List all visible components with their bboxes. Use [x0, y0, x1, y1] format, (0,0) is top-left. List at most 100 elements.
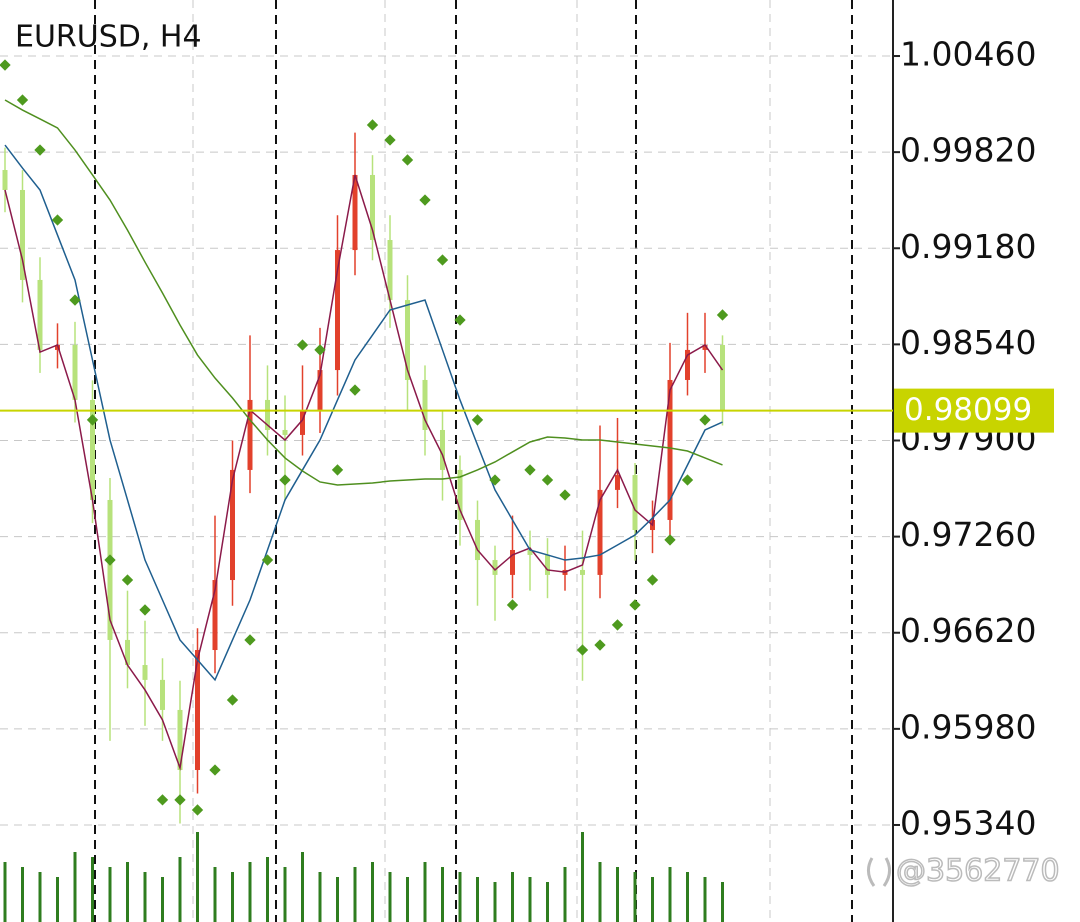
- y-tick-label: 0.99180: [900, 227, 1036, 266]
- sar-dot: [226, 694, 239, 706]
- volume-bar: [161, 877, 164, 922]
- candle-body: [440, 429, 445, 470]
- volume-bar: [528, 877, 532, 922]
- sar-dot: [664, 534, 676, 546]
- candle-body: [142, 665, 148, 680]
- sar-dot: [314, 344, 326, 356]
- volume-bar: [616, 867, 619, 922]
- y-tick-label: 0.96620: [900, 611, 1036, 650]
- y-tick-label: 0.97260: [900, 515, 1036, 554]
- current-price-label: 0.98099: [904, 392, 1032, 428]
- sar-dot: [34, 144, 46, 156]
- candle-body: [352, 174, 358, 251]
- candle-body: [107, 499, 113, 640]
- candle-body: [405, 300, 410, 380]
- sar-dot: [349, 384, 361, 396]
- sar-dot: [576, 644, 589, 656]
- candle-body: [615, 475, 620, 490]
- candle-body: [177, 709, 183, 771]
- volume-bar: [511, 872, 514, 922]
- volume-bar: [651, 877, 654, 922]
- volume-bar: [721, 882, 724, 922]
- volume-bar: [423, 862, 427, 922]
- volume-bar: [563, 867, 567, 922]
- volume-bar: [178, 857, 182, 922]
- candle-body: [212, 580, 218, 651]
- volume-bar: [213, 867, 217, 922]
- sar-dot: [419, 194, 431, 206]
- volume-bar: [301, 852, 304, 922]
- sar-dot: [261, 554, 274, 566]
- volume-bar: [266, 857, 269, 922]
- volume-bar: [283, 867, 287, 922]
- y-tick-label: 0.95980: [900, 707, 1036, 746]
- candle-body: [265, 399, 270, 430]
- candle-body: [125, 639, 130, 666]
- volume-bar: [91, 857, 94, 922]
- candle-body: [597, 489, 603, 575]
- candle-body: [545, 554, 550, 575]
- current-price-box: [894, 388, 1054, 433]
- volume-bar: [388, 872, 392, 922]
- candle-body: [335, 250, 340, 371]
- sar-dot: [51, 214, 64, 226]
- volume-bar: [73, 852, 77, 922]
- candle-body: [370, 174, 375, 240]
- volume-bar: [581, 832, 584, 922]
- sar-dot: [471, 414, 484, 426]
- sar-dot: [489, 474, 501, 486]
- sar-dot: [699, 414, 711, 426]
- sar-dot: [244, 634, 256, 646]
- sar-dot: [174, 794, 186, 806]
- moving-average: [4, 144, 723, 682]
- sar-dot: [716, 309, 729, 321]
- volume-bar: [318, 872, 322, 922]
- volume-bar: [231, 872, 234, 922]
- volume-bar: [3, 862, 7, 922]
- moving-average: [4, 174, 724, 771]
- sar-dot: [594, 639, 606, 651]
- candle-body: [580, 569, 585, 575]
- candle-body: [685, 349, 690, 380]
- volume-bar: [371, 862, 374, 922]
- candle-body: [300, 410, 305, 435]
- sar-dot: [611, 619, 624, 631]
- sar-dot: [156, 794, 169, 806]
- candle-body: [457, 469, 463, 520]
- y-tick-label: 0.98540: [900, 323, 1036, 362]
- sar-dot: [646, 574, 659, 586]
- volume-bar: [598, 862, 602, 922]
- candle-body: [387, 239, 393, 301]
- watermark-icon: [867, 857, 891, 887]
- volume-bar: [38, 872, 42, 922]
- candle-body: [55, 344, 60, 350]
- candle-body: [527, 549, 533, 555]
- volume-bar: [458, 872, 462, 922]
- volume-bar: [143, 872, 147, 922]
- candle-body: [2, 170, 8, 190]
- sar-dot: [559, 489, 571, 501]
- candle-body: [667, 379, 673, 520]
- chart-title: EURUSD, H4: [15, 20, 202, 55]
- sar-dot: [209, 764, 221, 776]
- candle-body: [72, 344, 78, 400]
- volume-bar: [126, 862, 129, 922]
- volume-bar: [493, 882, 497, 922]
- watermark-logo: [867, 857, 891, 887]
- sar-dot: [331, 464, 344, 476]
- moving-average: [4, 99, 723, 486]
- candle-body: [492, 560, 498, 575]
- volume-bar: [21, 867, 24, 922]
- candle-body: [317, 370, 323, 411]
- volume-bar: [406, 877, 409, 922]
- sar-dot: [541, 474, 554, 486]
- sar-dot: [139, 604, 151, 616]
- y-tick-label: 1.00460: [900, 35, 1036, 74]
- candle-body: [20, 189, 25, 280]
- sar-dot: [296, 339, 309, 351]
- volume-bar: [668, 867, 672, 922]
- candle-body: [475, 519, 480, 561]
- sar-dot: [454, 314, 466, 326]
- candle-body: [510, 549, 515, 575]
